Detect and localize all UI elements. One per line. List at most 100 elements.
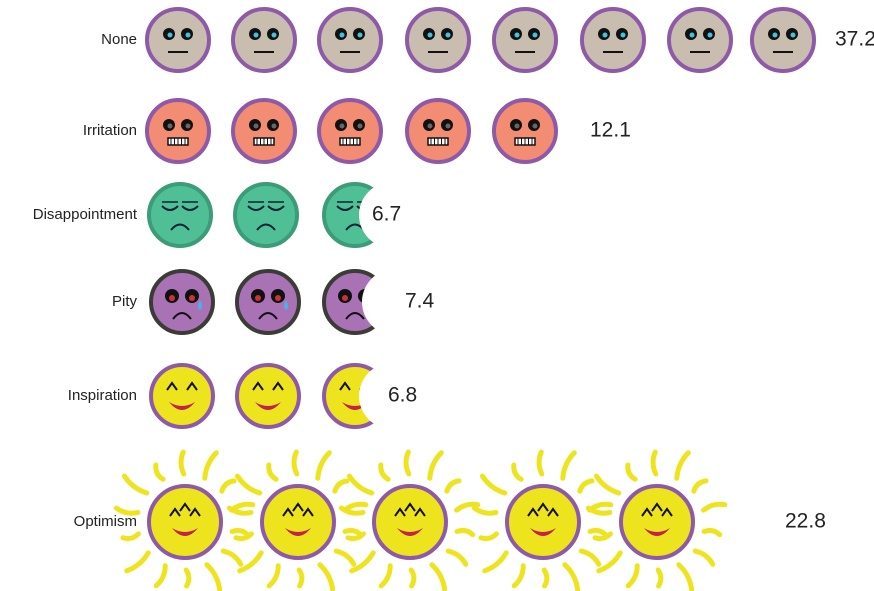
icon xyxy=(319,9,381,71)
face xyxy=(237,271,299,333)
value-label: 6.7 xyxy=(372,203,401,226)
category-label: Inspiration xyxy=(68,387,137,404)
face xyxy=(233,9,295,71)
sun-ray xyxy=(156,465,163,479)
face xyxy=(494,100,556,162)
sun-ray xyxy=(448,551,466,564)
pupil xyxy=(358,124,363,129)
icon xyxy=(752,9,814,71)
pupil xyxy=(428,124,433,129)
pictograph-row xyxy=(147,9,814,71)
face xyxy=(151,271,213,333)
sun-ray xyxy=(447,481,459,491)
icon xyxy=(341,452,477,590)
sun-ray xyxy=(406,452,409,474)
pupil xyxy=(272,33,277,38)
sun-ray xyxy=(345,530,361,534)
sun-ray xyxy=(156,566,165,586)
face xyxy=(494,9,556,71)
sun-ray xyxy=(349,476,371,493)
value-label: 7.4 xyxy=(405,290,435,313)
chart: None37.2Irritation12.1Disappointment6.7P… xyxy=(0,0,874,591)
sun-ray xyxy=(565,565,578,590)
sun-ray xyxy=(294,452,297,474)
pupil xyxy=(533,33,538,38)
pupil xyxy=(168,124,173,129)
sun-ray xyxy=(653,452,656,474)
sun-ray xyxy=(269,465,276,479)
face xyxy=(374,486,446,558)
sun-ray xyxy=(318,453,330,479)
icon xyxy=(407,100,469,162)
sun-ray xyxy=(485,553,506,571)
sun-ray xyxy=(563,453,575,479)
sun-ray xyxy=(123,534,139,539)
sun-ray xyxy=(482,476,504,493)
sun-ray xyxy=(514,465,521,479)
sun-ray xyxy=(381,465,388,479)
pupil xyxy=(533,124,538,129)
pictograph-row xyxy=(147,100,556,162)
icon xyxy=(235,184,297,246)
icon xyxy=(319,100,381,162)
sun-ray xyxy=(223,551,241,564)
pupil xyxy=(340,33,345,38)
pictograph-row xyxy=(116,452,724,590)
sun-ray xyxy=(694,481,706,491)
pupil xyxy=(254,33,259,38)
face xyxy=(151,365,213,427)
sun-ray xyxy=(381,566,390,586)
category-label: None xyxy=(101,31,137,48)
pupil xyxy=(446,33,451,38)
sun-ray xyxy=(237,476,259,493)
pupil xyxy=(255,295,261,301)
sun-ray xyxy=(628,465,635,479)
sun-ray xyxy=(432,565,445,590)
face xyxy=(319,100,381,162)
face xyxy=(235,184,297,246)
icon xyxy=(147,100,209,162)
category-label: Disappointment xyxy=(33,206,138,223)
sun-ray xyxy=(341,508,363,513)
icon xyxy=(669,9,731,71)
sun-ray xyxy=(222,481,234,491)
face xyxy=(233,100,295,162)
pupil xyxy=(773,33,778,38)
face xyxy=(149,486,221,558)
face xyxy=(262,486,334,558)
category-label: Optimism xyxy=(74,513,137,530)
pupil xyxy=(690,33,695,38)
sun-ray xyxy=(181,452,184,474)
pupil xyxy=(186,33,191,38)
sun-ray xyxy=(679,565,692,590)
sun-ray xyxy=(581,551,599,564)
pupil xyxy=(791,33,796,38)
sun-ray xyxy=(411,570,414,586)
sun-ray xyxy=(658,570,661,586)
icon xyxy=(233,9,295,71)
icon xyxy=(474,452,610,590)
sun-ray xyxy=(514,566,523,586)
icon xyxy=(147,9,209,71)
sun-ray xyxy=(590,530,606,534)
sun-ray xyxy=(229,508,251,513)
pupil xyxy=(168,33,173,38)
pupil xyxy=(708,33,713,38)
value-label: 37.2 xyxy=(835,28,874,51)
face xyxy=(621,486,693,558)
sun-ray xyxy=(599,553,620,571)
sun-ray xyxy=(335,481,347,491)
category-label: Irritation xyxy=(83,122,137,139)
sun-ray xyxy=(580,481,592,491)
face xyxy=(147,100,209,162)
face xyxy=(507,486,579,558)
icon xyxy=(151,365,213,427)
face xyxy=(407,9,469,71)
face xyxy=(669,9,731,71)
page: None37.2Irritation12.1Disappointment6.7P… xyxy=(0,0,874,591)
face xyxy=(407,100,469,162)
icon xyxy=(233,100,295,162)
icon xyxy=(149,184,211,246)
icon xyxy=(237,271,299,333)
sun-ray xyxy=(677,453,689,479)
